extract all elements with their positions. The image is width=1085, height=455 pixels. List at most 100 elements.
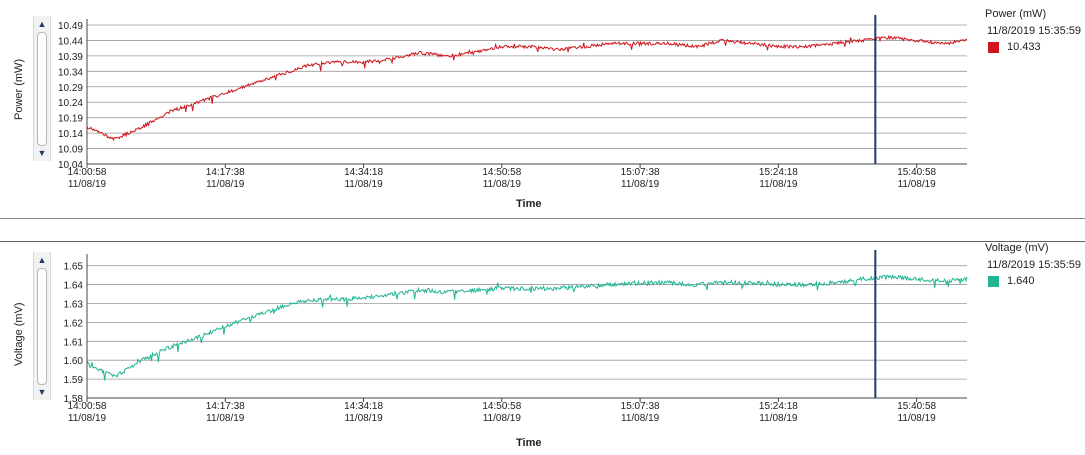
x-tick-label: 15:24:18 xyxy=(759,401,798,412)
voltage-data-point xyxy=(362,297,364,299)
x-tick-date-label: 11/08/19 xyxy=(483,179,522,190)
power-y-scrollbar[interactable]: ▲ ▼ xyxy=(33,16,51,161)
scroll-down-icon[interactable]: ▼ xyxy=(37,387,47,397)
x-tick-date-label: 11/08/19 xyxy=(68,413,107,424)
y-tick-label: 1.65 xyxy=(64,262,84,273)
power-data-point xyxy=(915,39,917,41)
y-tick-label: 1.61 xyxy=(64,337,84,348)
power-data-point xyxy=(141,126,143,128)
power-data-point xyxy=(362,61,364,63)
voltage-data-point xyxy=(169,346,171,348)
power-data-point xyxy=(722,39,724,41)
x-tick-label: 14:00:58 xyxy=(68,167,107,178)
voltage-data-point xyxy=(584,285,586,287)
x-tick-date-label: 11/08/19 xyxy=(344,179,383,190)
voltage-data-point xyxy=(224,325,226,327)
y-tick-label: 1.63 xyxy=(64,299,84,310)
x-tick-date-label: 11/08/19 xyxy=(344,413,383,424)
voltage-y-scrollbar[interactable]: ▲ ▼ xyxy=(33,252,51,400)
scroll-up-icon[interactable]: ▲ xyxy=(37,255,47,265)
power-data-point xyxy=(943,42,945,44)
scroll-thumb[interactable] xyxy=(37,32,47,146)
power-data-point xyxy=(501,45,503,47)
power-data-point xyxy=(252,82,254,84)
power-data-point xyxy=(86,126,88,128)
power-chart-panel: ▲ ▼ Power (mW) 10.04 10.09 10.14 10.19 10.24… xyxy=(0,0,1085,215)
scroll-thumb[interactable] xyxy=(37,268,47,385)
x-tick-date-label: 11/08/19 xyxy=(759,179,798,190)
power-data-point xyxy=(196,101,198,103)
voltage-data-point xyxy=(528,287,530,289)
power-data-point xyxy=(833,42,835,44)
voltage-data-point xyxy=(501,287,503,289)
y-tick-label: 10.24 xyxy=(58,98,83,109)
voltage-data-point xyxy=(833,281,835,283)
power-data-point xyxy=(307,64,309,66)
x-tick-label: 15:07:38 xyxy=(621,401,660,412)
voltage-data-point xyxy=(196,336,198,338)
voltage-data-point xyxy=(418,289,420,291)
power-data-point xyxy=(639,42,641,44)
voltage-legend-swatch xyxy=(988,276,999,287)
voltage-chart-panel: ▲ ▼ Voltage (mV) 1.58 1.59 1.60 1.61 1.62 1.6… xyxy=(0,238,1085,455)
y-tick-label: 1.64 xyxy=(64,281,84,292)
panel-divider xyxy=(0,241,1085,242)
power-data-point xyxy=(805,45,807,47)
power-data-point xyxy=(445,55,447,57)
x-tick-label: 14:34:18 xyxy=(344,401,383,412)
x-tick-label: 14:00:58 xyxy=(68,401,107,412)
x-tick-label: 15:24:18 xyxy=(759,167,798,178)
x-tick-date-label: 11/08/19 xyxy=(759,413,798,424)
voltage-data-point xyxy=(86,363,88,365)
x-tick-date-label: 11/08/19 xyxy=(206,179,245,190)
power-data-point xyxy=(750,42,752,44)
y-tick-label: 1.58 xyxy=(64,394,84,405)
x-tick-label: 14:17:38 xyxy=(206,401,245,412)
x-tick-label: 15:07:38 xyxy=(621,167,660,178)
y-tick-label: 10.04 xyxy=(58,160,83,171)
voltage-data-point xyxy=(750,281,752,283)
x-tick-label: 14:34:18 xyxy=(344,167,383,178)
power-data-point xyxy=(694,45,696,47)
x-tick-label: 14:50:58 xyxy=(482,167,521,178)
y-tick-label: 10.34 xyxy=(58,67,83,78)
voltage-data-point xyxy=(639,281,641,283)
voltage-legend-title: Voltage (mV) xyxy=(985,242,1049,254)
y-tick-label: 1.60 xyxy=(64,356,84,367)
x-tick-label: 15:40:58 xyxy=(897,167,936,178)
power-legend-title: Power (mW) xyxy=(985,8,1047,20)
y-tick-label: 10.39 xyxy=(58,52,83,63)
power-legend-swatch xyxy=(988,42,999,53)
scroll-up-icon[interactable]: ▲ xyxy=(37,19,47,29)
power-legend-value: 10.433 xyxy=(1007,41,1041,53)
voltage-data-point xyxy=(473,289,475,291)
y-tick-label: 1.59 xyxy=(64,375,84,386)
voltage-data-point xyxy=(252,316,254,318)
x-tick-date-label: 11/08/19 xyxy=(621,413,660,424)
power-data-point xyxy=(667,42,669,44)
power-data-point xyxy=(113,138,115,140)
scroll-down-icon[interactable]: ▼ xyxy=(37,148,47,158)
x-tick-date-label: 11/08/19 xyxy=(898,179,937,190)
voltage-data-point xyxy=(113,376,115,378)
voltage-legend-value: 1.640 xyxy=(1007,275,1035,287)
power-data-point xyxy=(584,45,586,47)
x-tick-label: 14:50:58 xyxy=(482,401,521,412)
power-data-point xyxy=(335,61,337,63)
voltage-chart-plot[interactable]: 1.58 1.59 1.60 1.61 1.62 1.63 1.64 1.65 14:00:58… xyxy=(0,238,1085,455)
voltage-x-axis-title: Time xyxy=(516,437,542,449)
power-data-point xyxy=(473,52,475,54)
voltage-data-point xyxy=(445,291,447,293)
y-tick-label: 10.49 xyxy=(58,21,83,32)
voltage-data-point xyxy=(667,281,669,283)
power-chart-plot[interactable]: 10.04 10.09 10.14 10.19 10.24 10.29 10.34 10.39… xyxy=(0,0,1085,215)
power-data-point xyxy=(528,45,530,47)
power-data-point xyxy=(279,73,281,75)
voltage-data-point xyxy=(390,293,392,295)
voltage-data-point xyxy=(611,283,613,285)
voltage-data-point xyxy=(279,306,281,308)
y-tick-label: 1.62 xyxy=(64,318,84,329)
power-data-point xyxy=(860,39,862,41)
x-tick-label: 14:17:38 xyxy=(206,167,245,178)
voltage-data-point xyxy=(860,278,862,280)
